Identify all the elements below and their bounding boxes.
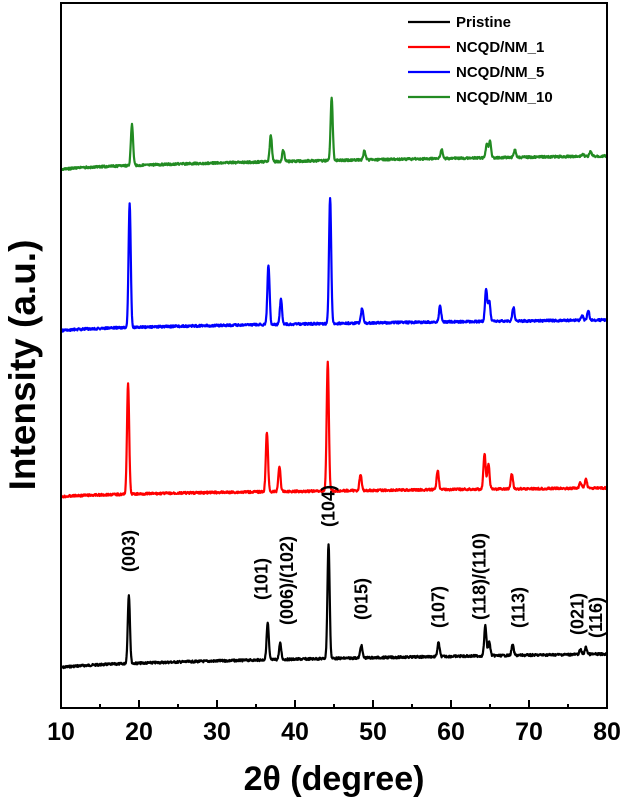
x-tick-label: 20 [125, 718, 153, 746]
x-tick-label: 60 [437, 718, 465, 746]
y-axis-title: Intensity (a.u.) [2, 240, 43, 491]
legend-label: Pristine [456, 14, 511, 31]
peak-annotation: (107) [429, 586, 449, 628]
peak-annotation: (006)/(102) [277, 536, 297, 625]
series-line-ncqd-nm-1 [60, 360, 608, 499]
peak-annotations: (003) (101) (006)/(102) (104) (015) (107) (118… [119, 485, 606, 638]
x-axis-title: 2θ (degree) [244, 760, 425, 798]
series-line-ncqd-nm-10 [60, 96, 608, 172]
peak-annotation: (118)/(110) [469, 533, 489, 620]
series-line-pristine [60, 543, 609, 670]
peak-annotation: (101) [252, 558, 272, 600]
x-tick-label: 30 [203, 718, 231, 746]
x-tick-label: 50 [359, 718, 387, 746]
series-line-ncqd-nm-5 [60, 197, 608, 333]
peak-annotation: (116) [586, 597, 606, 638]
peak-annotation: (113) [509, 587, 529, 628]
legend: Pristine NCQD/NM_1 NCQD/NM_5 NCQD/NM_10 [408, 14, 553, 106]
peak-annotation: (015) [351, 578, 371, 620]
x-tick-label: 40 [281, 718, 309, 746]
peak-annotation: (104) [319, 485, 339, 527]
x-axis-ticks: 10 20 30 40 50 60 70 80 [47, 700, 621, 746]
legend-label: NCQD/NM_10 [456, 89, 553, 106]
peak-annotation: (003) [119, 530, 139, 572]
peak-annotation: (021) [567, 593, 587, 635]
x-tick-label: 80 [593, 718, 621, 746]
legend-label: NCQD/NM_1 [456, 39, 544, 56]
plot-area [60, 96, 609, 670]
legend-label: NCQD/NM_5 [456, 64, 544, 81]
x-tick-label: 10 [47, 718, 75, 746]
x-tick-label: 70 [515, 718, 543, 746]
